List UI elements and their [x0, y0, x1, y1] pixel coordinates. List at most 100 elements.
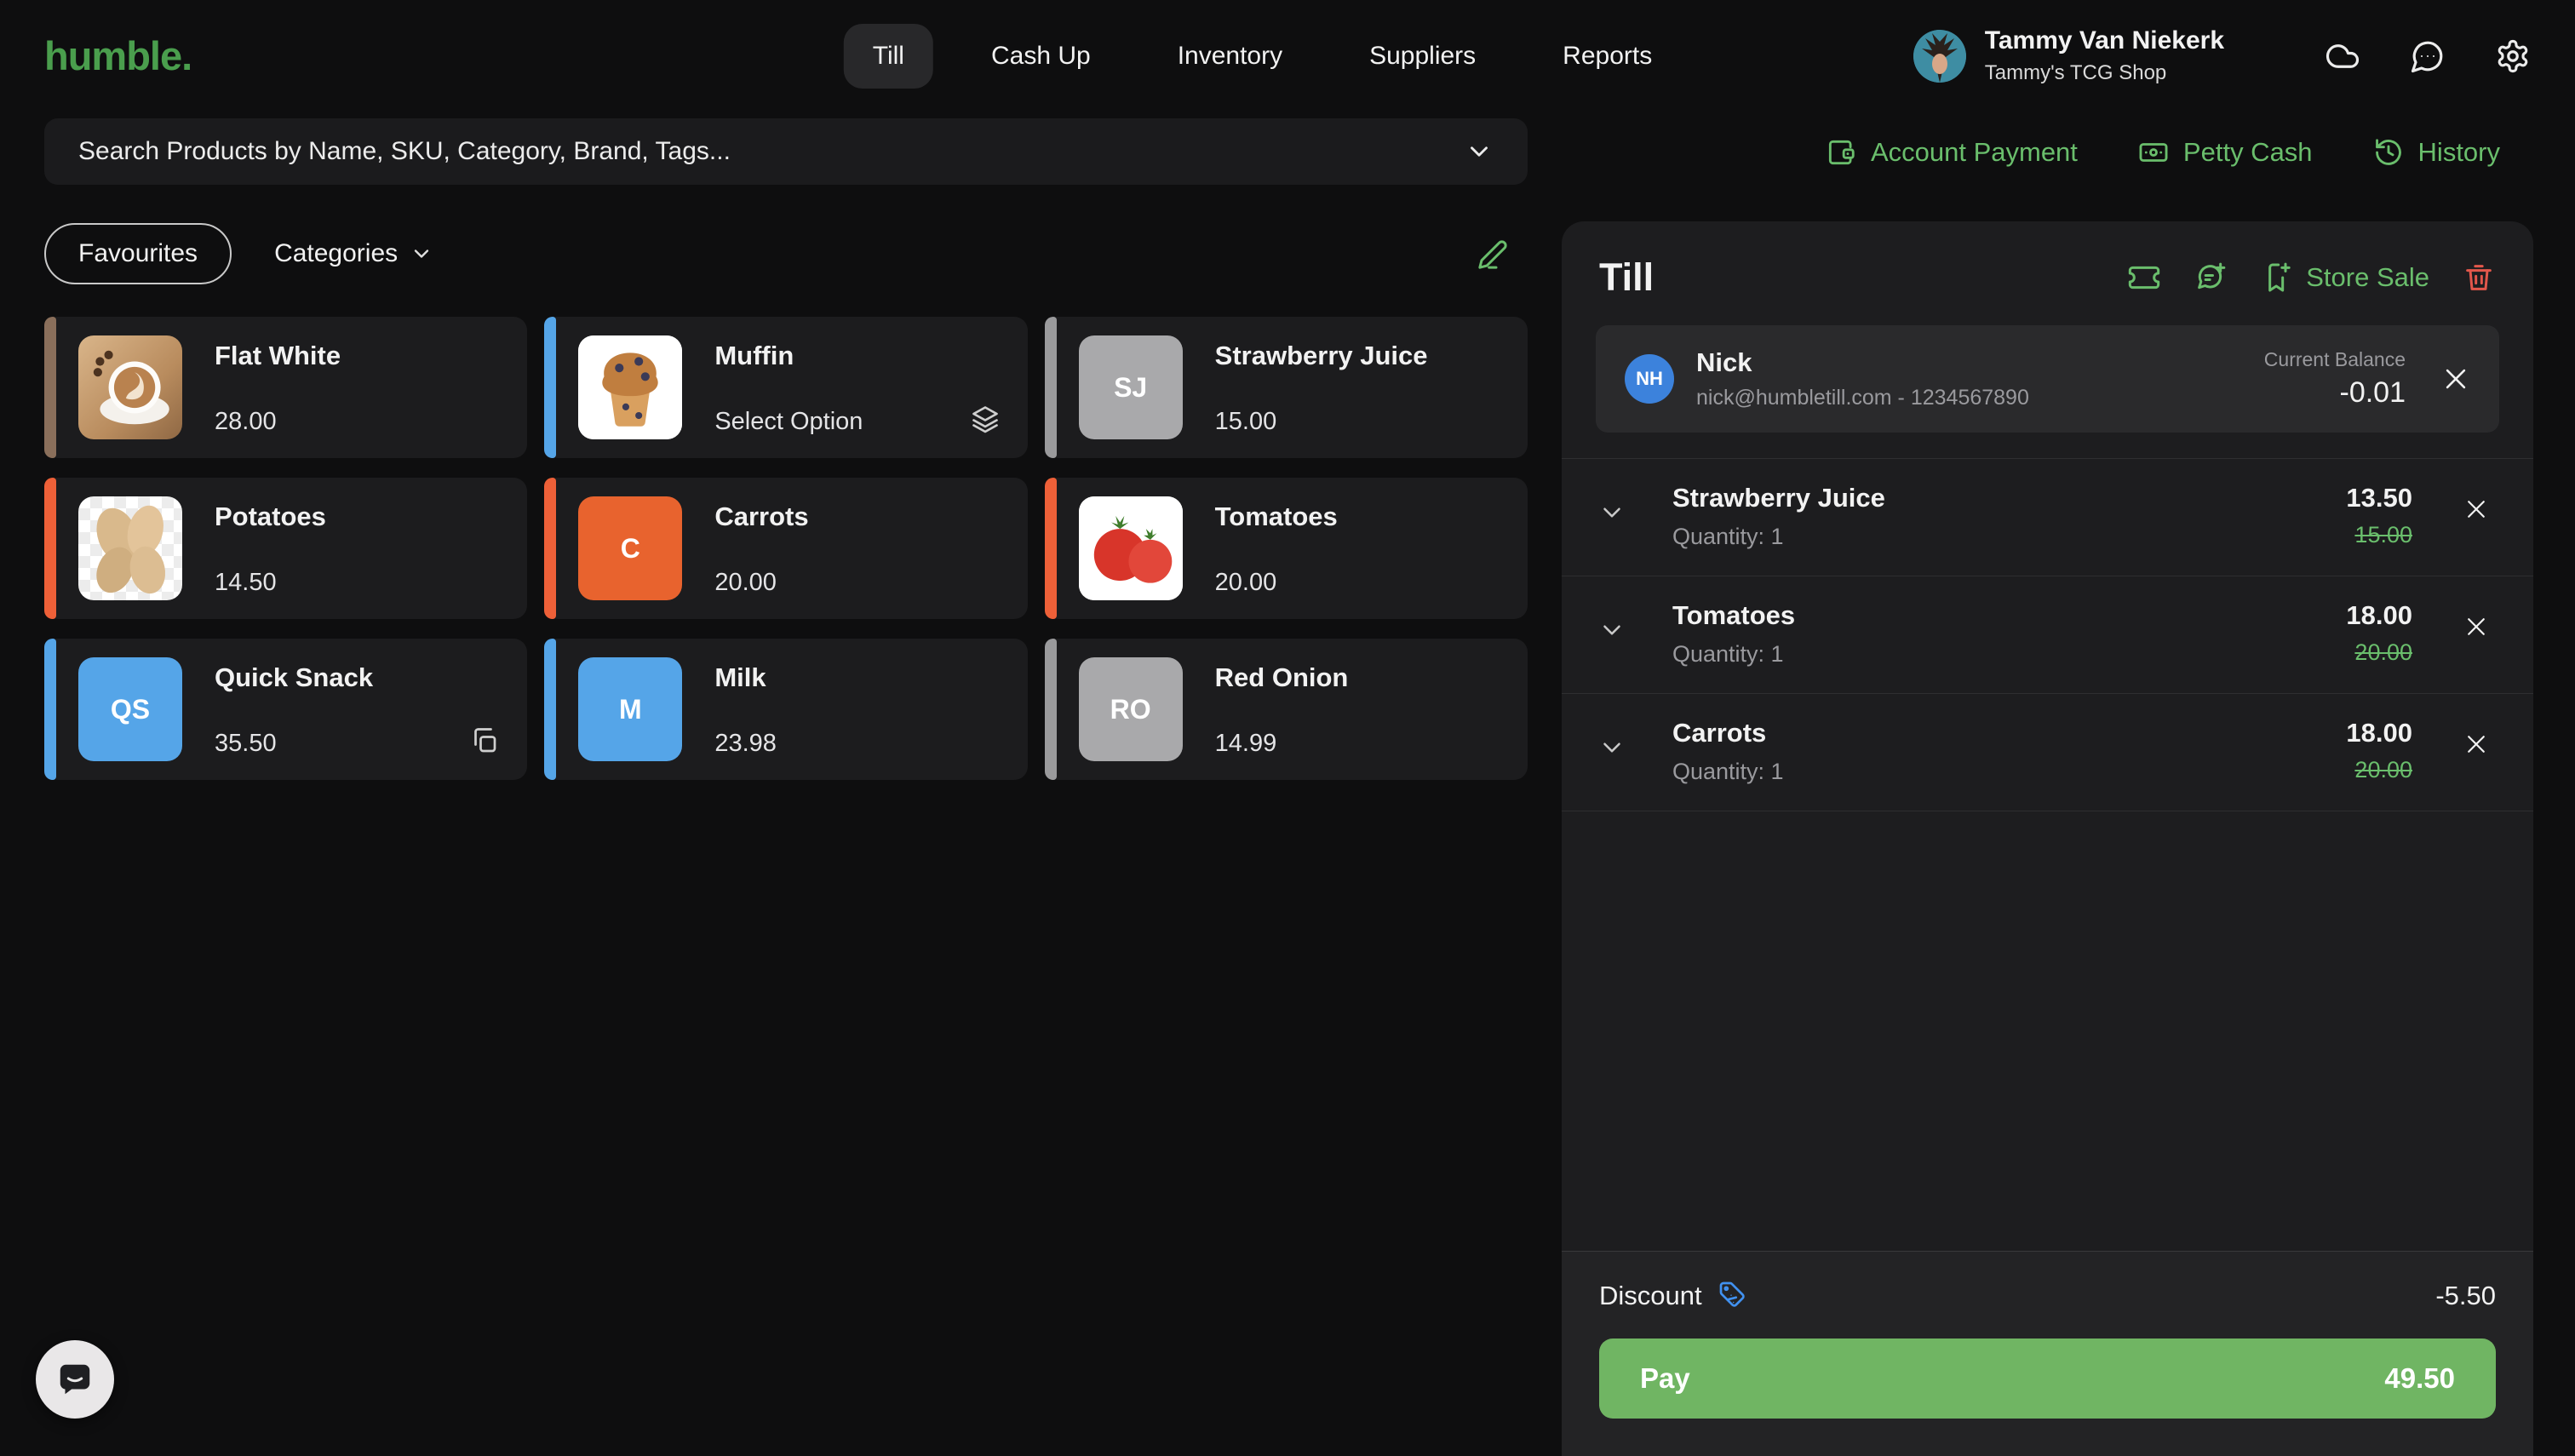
product-tile: RO: [1078, 657, 1183, 761]
cart-item-original-price: 15.00: [2354, 522, 2412, 547]
product-search[interactable]: [44, 118, 1528, 185]
store-sale-label: Store Sale: [2306, 262, 2429, 292]
product-name: Tomatoes: [1214, 502, 1338, 531]
till-panel: Till Store Sale NH Nick nick@humbletill.…: [1562, 221, 2533, 1456]
chevron-down-icon[interactable]: [1465, 137, 1494, 166]
cart-item-quantity: Quantity: 1: [1672, 759, 1784, 784]
product-initials: C: [620, 532, 640, 564]
expand-item-button[interactable]: [1597, 498, 1626, 527]
customer-card[interactable]: NH Nick nick@humbletill.com - 1234567890…: [1596, 325, 2499, 433]
pay-label: Pay: [1640, 1362, 1690, 1394]
product-price: 14.99: [1214, 730, 1277, 757]
clear-till-button[interactable]: [2462, 261, 2496, 295]
pay-button[interactable]: Pay 49.50: [1599, 1338, 2496, 1419]
discount-control[interactable]: Discount: [1599, 1281, 1746, 1311]
categories-dropdown[interactable]: Categories: [274, 239, 433, 268]
customer-name: Nick: [1696, 347, 1752, 377]
store-sale-button[interactable]: Store Sale: [2260, 261, 2429, 295]
app-logo[interactable]: humble.: [44, 33, 192, 78]
product-price: 20.00: [1214, 569, 1277, 596]
search-input[interactable]: [78, 137, 1465, 166]
product-name: Red Onion: [1214, 662, 1349, 692]
product-tile: M: [578, 657, 683, 761]
product-card-milk[interactable]: M Milk 23.98: [544, 639, 1028, 780]
user-avatar[interactable]: [1913, 29, 1966, 83]
product-initials: QS: [110, 693, 151, 725]
accent-bar: [1044, 317, 1057, 458]
remove-item-button[interactable]: [2463, 731, 2489, 757]
till-footer: Discount -5.50 Pay 49.50: [1562, 1251, 2533, 1456]
history-label: History: [2417, 137, 2500, 167]
tab-cash-up[interactable]: Cash Up: [962, 24, 1120, 89]
discount-label: Discount: [1599, 1281, 1702, 1310]
cart-item-prices: 18.00 20.00: [2346, 718, 2412, 783]
product-body: Strawberry Juice 15.00: [1215, 317, 1428, 458]
close-icon: [2446, 369, 2466, 389]
till-tools: Store Sale: [2127, 261, 2496, 295]
layers-icon: [970, 404, 1001, 434]
product-price: Select Option: [714, 408, 863, 435]
user-shop: Tammy's TCG Shop: [1984, 60, 2167, 84]
product-image: [78, 335, 182, 439]
balance-label: Current Balance: [2263, 348, 2406, 370]
product-card-flat-white[interactable]: Flat White 28.00: [44, 317, 528, 458]
account-payment-label: Account Payment: [1870, 137, 2078, 167]
cart-item-original-price: 20.00: [2354, 639, 2412, 665]
product-body: Muffin Select Option: [714, 317, 863, 458]
product-card-strawberry-juice[interactable]: SJ Strawberry Juice 15.00: [1044, 317, 1528, 458]
wallet-icon: [1825, 136, 1857, 169]
accent-bar: [1044, 639, 1057, 780]
product-body: Tomatoes 20.00: [1215, 478, 1338, 619]
cart-item-name: Tomatoes: [1672, 600, 1796, 630]
chat-icon[interactable]: [2410, 38, 2446, 74]
expand-item-button[interactable]: [1597, 616, 1626, 645]
product-card-muffin[interactable]: Muffin Select Option: [544, 317, 1028, 458]
product-name: Muffin: [714, 341, 794, 370]
petty-cash-button[interactable]: Petty Cash: [2137, 136, 2313, 169]
product-tile: QS: [78, 657, 182, 761]
settings-icon[interactable]: [2495, 38, 2531, 74]
discount-row: Discount -5.50: [1599, 1281, 2496, 1311]
product-card-quick-snack[interactable]: QS Quick Snack 35.50: [44, 639, 528, 780]
filters-row: Favourites Categories: [44, 223, 433, 284]
product-name: Milk: [714, 662, 766, 692]
product-card-carrots[interactable]: C Carrots 20.00: [544, 478, 1028, 619]
accent-bar: [1044, 478, 1057, 619]
petty-cash-label: Petty Cash: [2182, 137, 2313, 167]
till-header: Till Store Sale: [1562, 221, 2533, 325]
accent-bar: [44, 478, 56, 619]
remove-item-button[interactable]: [2463, 496, 2489, 522]
banknote-icon: [2137, 136, 2170, 169]
chat-launcher-button[interactable]: [36, 1340, 114, 1419]
cloud-icon[interactable]: [2325, 38, 2360, 74]
add-note-button[interactable]: [2194, 261, 2228, 295]
voucher-button[interactable]: [2127, 261, 2161, 295]
product-price: 28.00: [215, 408, 277, 435]
user-name: Tammy Van Niekerk: [1984, 26, 2224, 55]
remove-item-button[interactable]: [2463, 614, 2489, 639]
accent-bar: [544, 478, 557, 619]
product-card-red-onion[interactable]: RO Red Onion 14.99: [1044, 639, 1528, 780]
favourites-button[interactable]: Favourites: [44, 223, 232, 284]
product-grid: Flat White 28.00 Muffin Select Option SJ Stra…: [44, 317, 1528, 780]
tab-inventory[interactable]: Inventory: [1149, 24, 1311, 89]
remove-customer-button[interactable]: [2441, 364, 2470, 393]
product-initials: RO: [1110, 693, 1151, 725]
edit-favourites-button[interactable]: [1475, 233, 1519, 278]
ticket-icon: [2129, 266, 2160, 289]
customer-text: Nick nick@humbletill.com - 1234567890: [1696, 347, 2029, 410]
tab-till[interactable]: Till: [843, 23, 933, 89]
product-name: Flat White: [215, 341, 341, 370]
product-price: 35.50: [215, 730, 277, 757]
copy-icon: [469, 725, 500, 756]
tab-reports[interactable]: Reports: [1534, 24, 1681, 89]
product-initials: M: [619, 693, 642, 725]
product-card-potatoes[interactable]: Potatoes 14.50: [44, 478, 528, 619]
product-image: [1078, 496, 1183, 600]
accent-bar: [544, 317, 557, 458]
history-button[interactable]: History: [2372, 136, 2500, 169]
account-payment-button[interactable]: Account Payment: [1825, 136, 2078, 169]
product-card-tomatoes[interactable]: Tomatoes 20.00: [1044, 478, 1528, 619]
expand-item-button[interactable]: [1597, 733, 1626, 762]
tab-suppliers[interactable]: Suppliers: [1340, 24, 1505, 89]
